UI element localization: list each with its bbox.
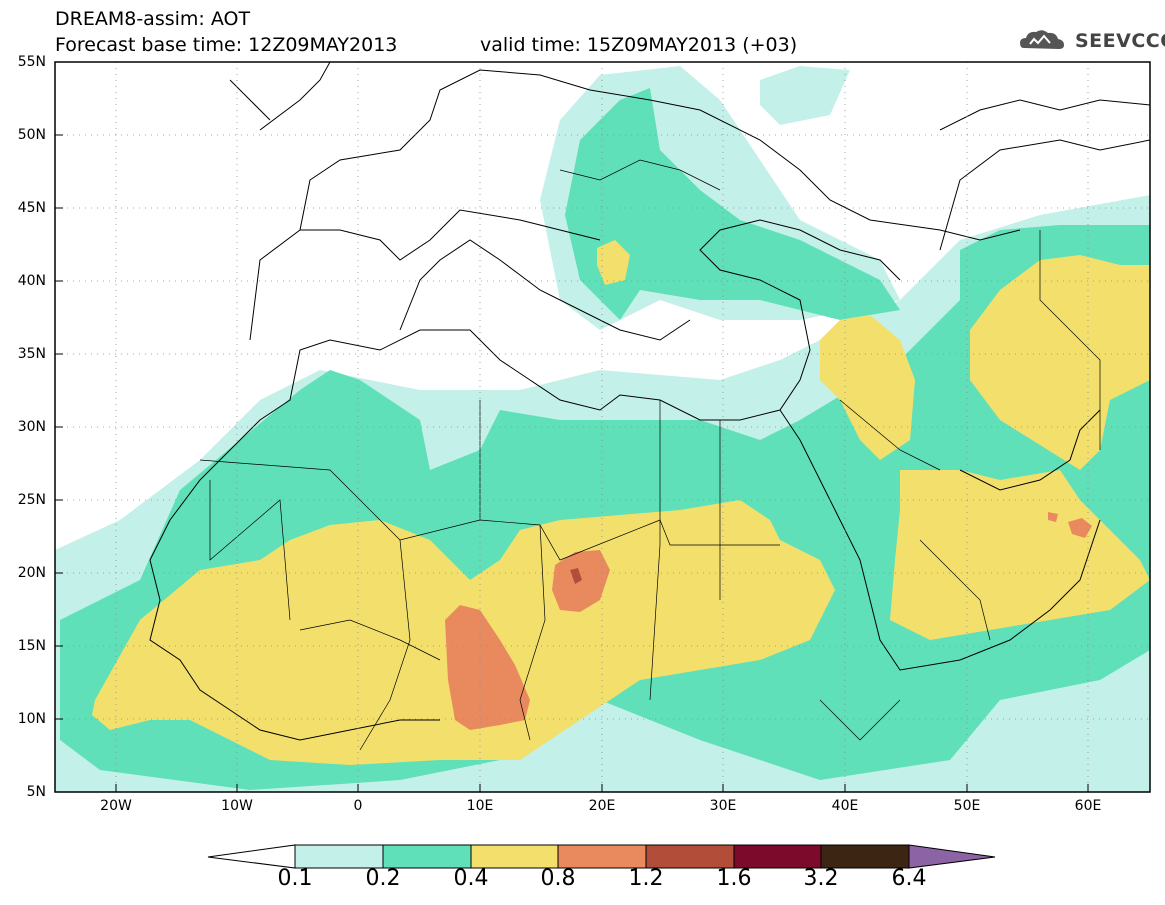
lon-label: 10E [466,798,494,814]
lat-label: 10N [17,711,46,727]
colorbar-label: 6.4 [891,866,927,891]
aot-field-0.8-1.2 [445,512,1092,730]
lat-label: 15N [17,638,46,654]
lon-label: 20E [588,798,616,814]
lon-label: 20W [100,798,132,814]
chart-title: DREAM8-assim: AOT [55,8,251,30]
lat-label: 55N [17,54,46,70]
colorbar-label: 3.2 [803,866,839,891]
coastlines [149,62,1150,741]
lat-label: 40N [17,273,46,289]
lon-label: 0 [353,798,363,814]
lat-label: 5N [26,784,46,800]
cloud-logo-icon [1020,30,1064,49]
lon-label: 30E [709,798,737,814]
colorbar-label: 1.2 [628,866,664,891]
lat-label: 30N [17,419,46,435]
lat-label: 25N [17,492,46,508]
aot-field-1.2-1.6 [570,568,582,584]
valid-time: valid time: 15Z09MAY2013 (+03) [480,34,798,56]
logo-text: SEEVCCC [1075,30,1165,52]
colorbar-label: 0.2 [365,866,401,891]
lat-label: 50N [17,127,46,143]
lon-label: 40E [831,798,859,814]
colorbar-label: 1.6 [716,866,752,891]
colorbar-label: 0.1 [277,866,313,891]
colorbar-label: 0.4 [453,866,489,891]
lat-label: 20N [17,565,46,581]
lat-label: 45N [17,200,46,216]
lon-label: 10W [221,798,253,814]
lon-label: 60E [1074,798,1102,814]
axis-ticks [55,134,1089,792]
colorbar-label: 0.8 [540,866,576,891]
country-borders [199,159,1101,751]
forecast-base-time: Forecast base time: 12Z09MAY2013 [55,34,398,56]
graticule [55,62,1150,792]
lat-label: 35N [17,346,46,362]
lon-label: 50E [953,798,981,814]
